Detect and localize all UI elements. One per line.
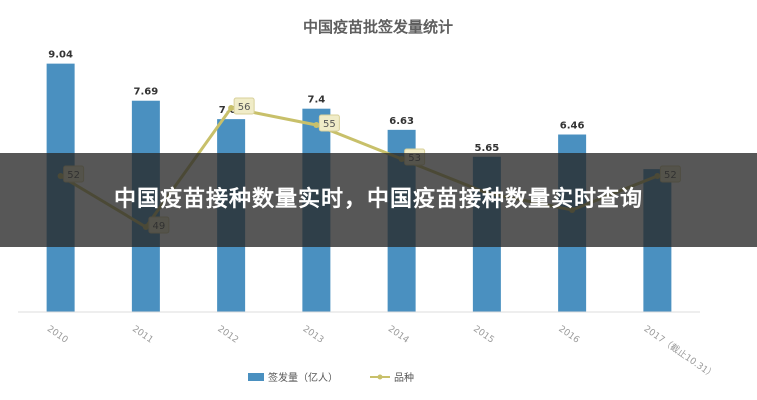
bar-value-label: 7.4: [308, 95, 326, 106]
legend-bar-swatch: [248, 373, 264, 381]
chart-title: 中国疫苗批签发量统计: [303, 18, 453, 36]
line-value-label: 56: [238, 102, 251, 113]
legend-bar-label: 签发量（亿人）: [268, 371, 338, 384]
x-tick-label: 2017（截止10.31）: [642, 323, 718, 381]
x-tick-label: 2012: [215, 324, 239, 345]
line-point: [313, 122, 320, 128]
line-value-box: [233, 97, 255, 115]
bar-value-label: 7.69: [134, 87, 159, 98]
x-tick-label: 2015: [471, 324, 495, 345]
banner-text: 中国疫苗接种数量实时，中国疫苗接种数量实时查询: [113, 187, 643, 212]
line-value-label: 55: [323, 119, 336, 130]
x-tick-group: 2010 2011 2012 2013 2014 2015 2016 2017（截止10.31…: [45, 323, 718, 381]
legend-line-marker: [377, 374, 383, 380]
x-tick-label: 2010: [45, 324, 70, 345]
legend-line-label: 品种: [394, 371, 414, 384]
bar-value-label: 6.63: [389, 116, 414, 127]
line-point: [228, 105, 235, 111]
title-banner: 中国疫苗接种数量实时，中国疫苗接种数量实时查询: [0, 153, 757, 247]
bar-value-label: 5.65: [475, 143, 500, 154]
x-tick-label: 2014: [386, 324, 411, 345]
x-tick-label: 2011: [130, 324, 154, 345]
line-value-box: [318, 114, 340, 132]
legend: 签发量（亿人） 品种: [248, 371, 414, 384]
bar-value-label: 9.04: [48, 50, 73, 61]
x-tick-label: 2016: [556, 324, 581, 345]
bar-value-label: 6.46: [560, 121, 585, 132]
x-tick-label: 2013: [301, 324, 325, 345]
